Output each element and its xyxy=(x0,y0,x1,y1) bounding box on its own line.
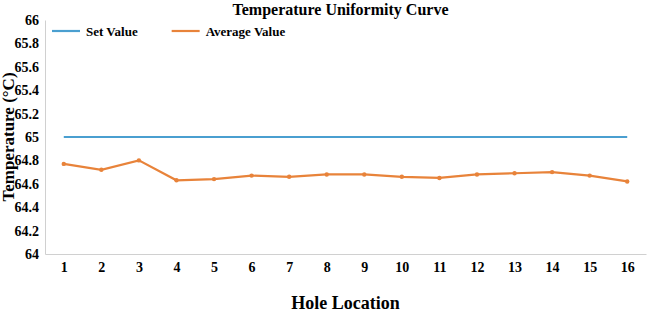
marker xyxy=(625,179,629,183)
y-tick-label: 66 xyxy=(25,13,39,28)
y-tick: 65.8 xyxy=(15,36,46,51)
y-tick: 65.4 xyxy=(15,83,46,98)
x-tick: 9 xyxy=(361,254,368,275)
x-tick-label: 12 xyxy=(470,260,484,275)
x-tick: 7 xyxy=(286,254,293,275)
x-tick-label: 11 xyxy=(433,260,446,275)
x-tick-label: 6 xyxy=(249,260,256,275)
x-tick-label: 10 xyxy=(395,260,409,275)
marker xyxy=(174,178,178,182)
y-tick-label: 64.2 xyxy=(15,224,40,239)
legend-item: Average Value xyxy=(172,24,286,39)
legend-label: Set Value xyxy=(86,24,138,39)
y-tick-label: 64.4 xyxy=(15,200,40,215)
y-tick: 65.6 xyxy=(15,60,46,75)
y-tick: 64.6 xyxy=(15,177,46,192)
x-tick-label: 7 xyxy=(286,260,293,275)
y-tick-label: 64.8 xyxy=(15,153,40,168)
series-line xyxy=(64,136,627,138)
x-tick: 8 xyxy=(324,254,331,275)
legend-label: Average Value xyxy=(206,24,286,39)
x-tick: 12 xyxy=(470,254,484,275)
marker xyxy=(249,173,253,177)
marker xyxy=(475,172,479,176)
y-tick-label: 65 xyxy=(25,130,39,145)
marker xyxy=(62,162,66,166)
y-tick: 64 xyxy=(25,247,45,262)
marker xyxy=(437,176,441,180)
x-tick-label: 13 xyxy=(508,260,522,275)
y-tick-label: 65.8 xyxy=(15,36,40,51)
x-tick: 6 xyxy=(249,254,256,275)
x-tick: 13 xyxy=(508,254,522,275)
plot-area xyxy=(62,137,630,184)
y-tick: 66 xyxy=(25,13,45,28)
marker xyxy=(587,173,591,177)
marker xyxy=(512,171,516,175)
y-tick: 64.8 xyxy=(15,153,46,168)
x-tick-label: 8 xyxy=(324,260,331,275)
y-tick-label: 64.6 xyxy=(15,177,40,192)
chart-title: Temperature Uniformity Curve xyxy=(233,1,449,19)
x-tick-label: 1 xyxy=(61,260,68,275)
y-tick-label: 65.4 xyxy=(15,83,40,98)
marker xyxy=(99,168,103,172)
series-markers xyxy=(62,158,630,183)
x-tick-label: 2 xyxy=(98,260,105,275)
x-tick: 14 xyxy=(546,254,560,275)
x-tick-label: 5 xyxy=(211,260,218,275)
y-tick-label: 64 xyxy=(25,247,39,262)
y-tick-label: 65.6 xyxy=(15,60,40,75)
x-axis: 12345678910111213141516 xyxy=(46,254,647,275)
marker xyxy=(287,175,291,179)
y-tick: 64.4 xyxy=(15,200,46,215)
legend: Set Value Average Value xyxy=(52,24,285,39)
y-tick-label: 65.2 xyxy=(15,107,40,122)
x-tick: 2 xyxy=(98,254,105,275)
x-tick: 11 xyxy=(433,254,446,275)
y-tick: 65 xyxy=(25,130,45,145)
marker xyxy=(400,175,404,179)
x-tick-label: 9 xyxy=(361,260,368,275)
y-axis-line xyxy=(45,21,46,255)
y-axis: 64 64.2 64.4 64.6 64.8 65 65.2 65.4 65.6 65.8 66 xyxy=(15,13,46,262)
y-tick: 64.2 xyxy=(15,224,46,239)
x-tick-label: 15 xyxy=(583,260,597,275)
legend-item: Set Value xyxy=(52,24,138,39)
marker xyxy=(325,172,329,176)
series-line xyxy=(64,160,627,181)
x-tick: 10 xyxy=(395,254,409,275)
x-tick: 15 xyxy=(583,254,597,275)
x-axis-line xyxy=(46,254,647,255)
legend-swatch xyxy=(52,30,80,32)
x-tick-label: 3 xyxy=(136,260,143,275)
y-axis-title: Temperature (°C) xyxy=(0,72,18,201)
x-tick-label: 4 xyxy=(173,260,180,275)
marker xyxy=(212,177,216,181)
x-axis-title: Hole Location xyxy=(291,293,400,313)
x-tick: 16 xyxy=(621,254,635,275)
marker xyxy=(137,158,141,162)
x-tick: 1 xyxy=(61,254,68,275)
chart: 6464.264.464.664.86565.265.465.665.86612… xyxy=(0,0,650,318)
marker xyxy=(362,172,366,176)
x-tick-label: 14 xyxy=(546,260,560,275)
legend-swatch xyxy=(172,30,200,32)
x-tick: 5 xyxy=(211,254,218,275)
y-tick: 65.2 xyxy=(15,107,46,122)
x-tick-label: 16 xyxy=(621,260,635,275)
marker xyxy=(550,170,554,174)
x-tick: 3 xyxy=(136,254,143,275)
x-tick: 4 xyxy=(173,254,180,275)
